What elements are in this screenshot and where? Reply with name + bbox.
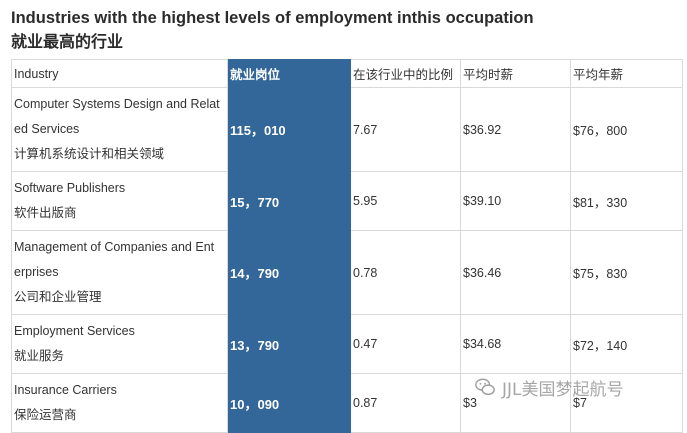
wechat-logo-icon <box>475 378 495 396</box>
table-row: Management of Companies and Ent erprises… <box>11 230 683 315</box>
table-row: Software Publishers 软件出版商 15，770 5.95 $3… <box>11 171 683 231</box>
jobs-cell: 15，770 <box>227 171 351 231</box>
jobs-cell: 10，090 <box>227 373 351 433</box>
share-cell: 0.47 <box>350 314 461 374</box>
annual-wage-cell: $75，830 <box>570 230 683 315</box>
industry-name-en: Computer Systems Design and Relat <box>14 97 220 111</box>
hourly-wage-cell: $36.92 <box>460 87 571 172</box>
industry-name-cn: 软件出版商 <box>14 206 77 220</box>
watermark-text: JJL美国梦起航号 <box>502 379 624 400</box>
header-annual-wage: 平均年薪 <box>570 59 683 88</box>
page-title: Industries with the highest levels of em… <box>11 9 534 27</box>
share-cell: 7.67 <box>350 87 461 172</box>
industry-cell: Insurance Carriers 保险运营商 <box>11 373 228 433</box>
industry-name-en: Software Publishers <box>14 181 126 195</box>
industry-name-en-cont: ed Services <box>14 122 80 136</box>
header-hourly-wage: 平均时薪 <box>460 59 571 88</box>
jobs-cell: 13，790 <box>227 314 351 374</box>
industry-cell: Computer Systems Design and Relat ed Ser… <box>11 87 228 172</box>
jobs-cell: 14，790 <box>227 230 351 315</box>
hourly-wage-cell: $36.46 <box>460 230 571 315</box>
industry-cell: Software Publishers 软件出版商 <box>11 171 228 231</box>
page-subtitle: 就业最高的行业 <box>11 34 124 51</box>
table-row: Employment Services 就业服务 13，790 0.47 $34… <box>11 314 683 374</box>
header-share: 在该行业中的比例 <box>350 59 461 88</box>
watermark: JJL美国梦起航号 <box>474 374 624 400</box>
industry-name-cn: 公司和企业管理 <box>14 290 102 304</box>
annual-wage-cell: $81，330 <box>570 171 683 231</box>
industry-name-cn: 保险运营商 <box>14 408 77 422</box>
annual-wage-cell: $72，140 <box>570 314 683 374</box>
share-cell: 5.95 <box>350 171 461 231</box>
industry-cell: Employment Services 就业服务 <box>11 314 228 374</box>
industry-name-en: Employment Services <box>14 324 135 338</box>
table-header-row: Industry 就业岗位 在该行业中的比例 平均时薪 平均年薪 <box>11 59 683 88</box>
table-row: Computer Systems Design and Relat ed Ser… <box>11 87 683 172</box>
header-jobs: 就业岗位 <box>227 59 351 88</box>
hourly-wage-cell: $39.10 <box>460 171 571 231</box>
hourly-wage-cell: $34.68 <box>460 314 571 374</box>
industry-name-cn: 就业服务 <box>14 349 65 363</box>
industry-name-en: Management of Companies and Ent <box>14 240 215 254</box>
industry-name-cn: 计算机系统设计和相关领域 <box>14 147 165 161</box>
share-cell: 0.78 <box>350 230 461 315</box>
industry-name-en: Insurance Carriers <box>14 383 117 397</box>
jobs-cell: 115，010 <box>227 87 351 172</box>
header-industry: Industry <box>11 59 228 88</box>
employment-table: Industry 就业岗位 在该行业中的比例 平均时薪 平均年薪 Compute… <box>11 59 683 433</box>
annual-wage-cell: $76，800 <box>570 87 683 172</box>
share-cell: 0.87 <box>350 373 461 433</box>
industry-cell: Management of Companies and Ent erprises… <box>11 230 228 315</box>
industry-name-en-cont: erprises <box>14 265 59 279</box>
